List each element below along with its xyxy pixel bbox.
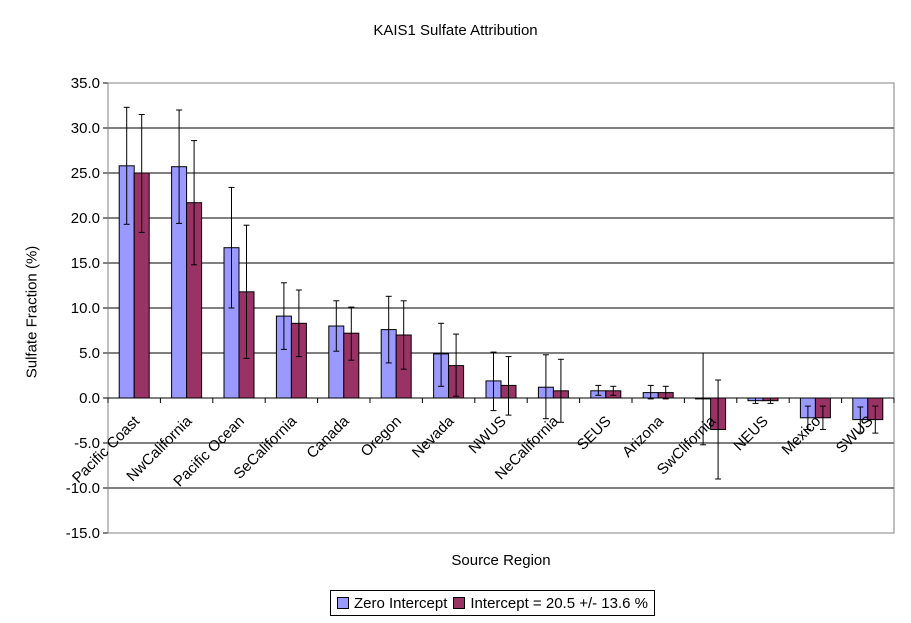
y-tick-label: 0.0 <box>79 390 100 407</box>
y-tick-label: 30.0 <box>71 120 100 137</box>
legend: Zero Intercept Intercept = 20.5 +/- 13.6… <box>330 590 656 616</box>
legend-swatch-zero-intercept <box>337 597 349 609</box>
y-tick-label: 5.0 <box>79 345 100 362</box>
y-tick-label: -15.0 <box>66 525 100 542</box>
y-tick-label: -5.0 <box>74 435 100 452</box>
chart-title: KAIS1 Sulfate Attribution <box>373 22 538 39</box>
x-tick-label-seus: SEUS <box>574 413 615 454</box>
legend-item-zero-intercept: Zero Intercept <box>337 595 447 612</box>
legend-label-zero-intercept: Zero Intercept <box>354 594 448 612</box>
y-tick-label: 20.0 <box>71 210 100 227</box>
y-tick-label: -10.0 <box>66 480 100 497</box>
y-tick-label: 15.0 <box>71 255 100 272</box>
plot-area-border <box>107 82 895 534</box>
legend-item-intercept: Intercept = 20.5 +/- 13.6 % <box>453 595 648 612</box>
x-tick-label-canada: Canada <box>303 412 353 462</box>
y-tick-label: 35.0 <box>71 75 100 92</box>
y-axis-label: Sulfate Fraction (%) <box>23 245 41 379</box>
y-tick-label: 25.0 <box>71 165 100 182</box>
legend-label-intercept: Intercept = 20.5 +/- 13.6 % <box>470 594 649 612</box>
x-tick-label-nevada: Nevada <box>409 412 458 461</box>
x-tick-label-mexico: Mexico <box>779 413 825 459</box>
x-tick-label-oregon: Oregon <box>358 413 405 460</box>
legend-swatch-intercept <box>453 597 466 609</box>
y-tick-label: 10.0 <box>71 300 100 317</box>
x-tick-label-arizona: Arizona <box>619 412 667 460</box>
x-tick-label-neus: NEUS <box>730 413 771 454</box>
x-tick-label-nwus: NWUS <box>465 413 509 457</box>
x-axis-label: Source Region <box>451 552 551 569</box>
